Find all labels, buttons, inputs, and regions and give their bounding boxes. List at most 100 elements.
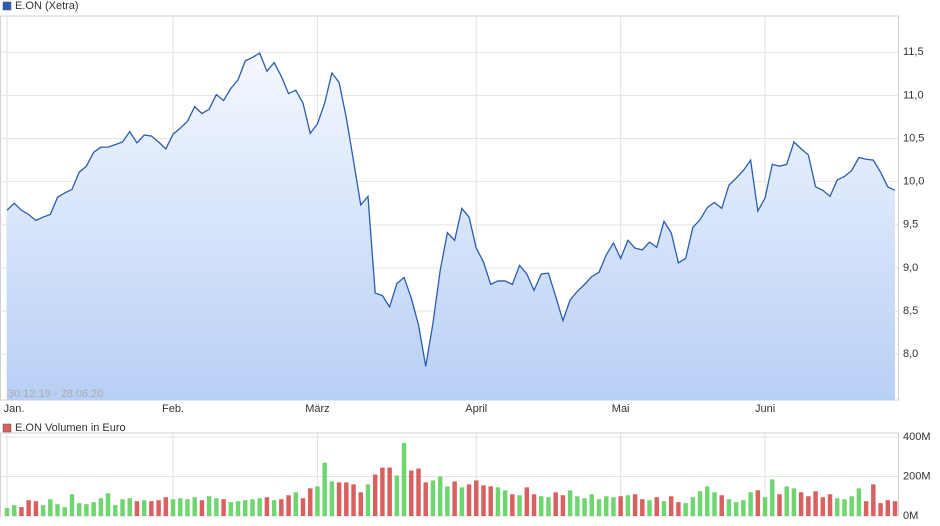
bar xyxy=(466,484,472,516)
bar xyxy=(849,496,854,516)
y-tick-label: 11,5 xyxy=(903,46,924,58)
bar xyxy=(510,494,515,516)
bar xyxy=(98,498,104,516)
bar xyxy=(835,498,840,516)
bar xyxy=(755,490,761,516)
x-tick-label: Juni xyxy=(755,403,775,415)
bar xyxy=(300,498,306,516)
y-tick-label: 11,0 xyxy=(903,89,924,101)
bar xyxy=(199,500,205,516)
bar xyxy=(170,499,176,516)
x-tick-label: März xyxy=(305,403,329,415)
bar xyxy=(625,495,631,516)
bar xyxy=(481,485,486,516)
bar xyxy=(488,486,493,516)
bar xyxy=(4,508,10,516)
bar xyxy=(632,494,638,516)
bar xyxy=(329,481,335,516)
bar xyxy=(676,502,681,516)
bar xyxy=(791,488,797,516)
bar xyxy=(539,496,544,516)
bar xyxy=(878,503,883,516)
bar xyxy=(647,500,652,516)
line xyxy=(6,52,896,367)
bar xyxy=(459,487,465,516)
bar xyxy=(892,501,898,516)
y-tick-label: 10,0 xyxy=(903,176,924,188)
bar xyxy=(596,499,602,516)
bar xyxy=(149,501,154,516)
bar xyxy=(495,487,501,516)
bar xyxy=(777,494,782,516)
bar xyxy=(214,498,219,516)
bar xyxy=(62,507,67,516)
bar xyxy=(264,497,270,516)
bar xyxy=(243,500,248,516)
bar xyxy=(351,484,356,516)
y-tick-label: 8,5 xyxy=(903,305,918,317)
bar xyxy=(134,501,140,516)
bar xyxy=(770,479,775,516)
bar xyxy=(654,497,659,516)
x-tick-label: Jan. xyxy=(4,403,25,415)
bar xyxy=(733,502,739,516)
bar xyxy=(611,497,616,516)
bar xyxy=(76,503,82,516)
bar xyxy=(640,499,645,516)
bar xyxy=(113,505,118,516)
bar xyxy=(705,486,710,516)
bar xyxy=(372,474,378,516)
bar xyxy=(19,507,24,516)
bar xyxy=(618,496,623,516)
bar xyxy=(445,486,450,516)
bar xyxy=(185,499,190,516)
bar xyxy=(582,498,587,516)
bar xyxy=(394,475,400,516)
bar xyxy=(178,498,183,516)
bar xyxy=(336,482,342,516)
bar xyxy=(546,497,551,516)
bar xyxy=(307,488,313,516)
y-tick-label: 200M xyxy=(903,470,931,482)
x-tick-label: Feb. xyxy=(162,403,184,415)
bar xyxy=(437,476,443,516)
bar xyxy=(531,494,537,516)
bar xyxy=(416,468,421,516)
bar xyxy=(842,499,847,516)
bar xyxy=(567,490,573,516)
bar xyxy=(11,505,17,516)
y-tick-label: 9,5 xyxy=(903,219,918,231)
bar xyxy=(105,493,111,516)
bar xyxy=(423,482,428,516)
bar xyxy=(683,503,688,516)
bar xyxy=(813,491,818,516)
bar xyxy=(163,497,169,516)
x-tick-label: April xyxy=(465,403,487,415)
y-tick-label: 400M xyxy=(903,431,931,443)
bar xyxy=(286,495,291,516)
bar xyxy=(798,492,804,516)
bar xyxy=(784,486,789,516)
bar xyxy=(603,496,609,516)
bar xyxy=(91,502,96,516)
bar xyxy=(502,490,508,516)
area xyxy=(7,53,895,401)
bar xyxy=(560,495,566,516)
bar xyxy=(452,481,457,516)
bar xyxy=(712,492,717,516)
bar xyxy=(748,492,753,516)
bar xyxy=(344,482,349,516)
bar xyxy=(719,495,724,516)
bar xyxy=(315,486,320,516)
bar xyxy=(293,492,299,516)
bar xyxy=(127,498,132,516)
bar xyxy=(26,500,31,516)
bar xyxy=(885,500,891,516)
bar xyxy=(120,499,125,516)
bar xyxy=(250,499,255,516)
bar xyxy=(33,501,39,516)
bar xyxy=(235,501,241,516)
legend-marker xyxy=(2,423,12,433)
bar xyxy=(156,500,161,516)
bar xyxy=(192,497,197,516)
